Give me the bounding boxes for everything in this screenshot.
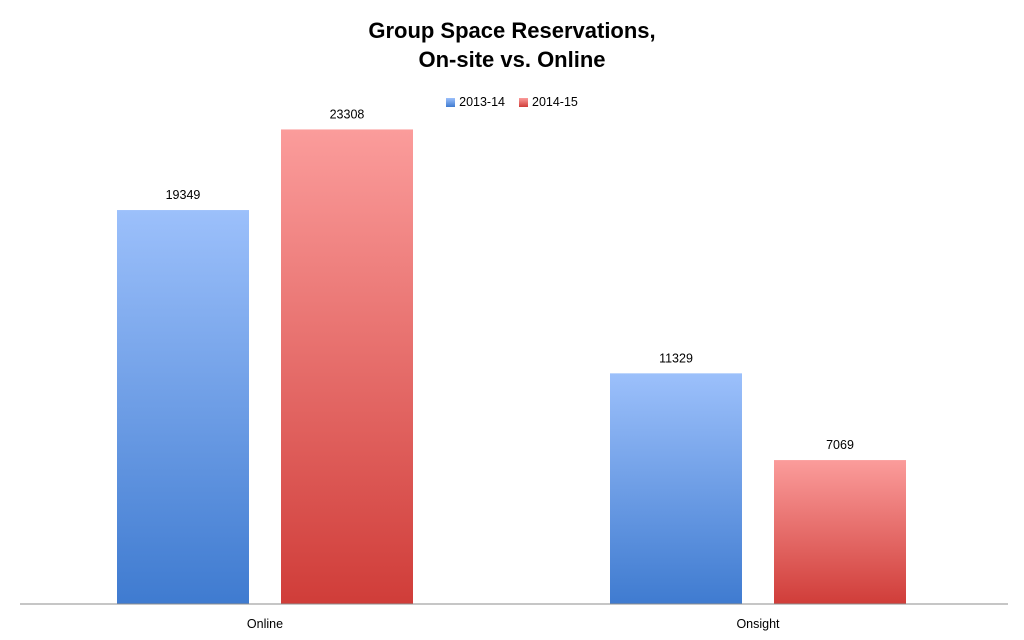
chart-title-line-2: On-site vs. Online xyxy=(418,47,606,72)
chart-title: Group Space Reservations, On-site vs. On… xyxy=(0,16,1024,74)
chart-title-line-1: Group Space Reservations, xyxy=(368,18,656,43)
data-label-onsight-2014-15: 7069 xyxy=(826,438,854,452)
legend: 2013-14 2014-15 xyxy=(0,95,1024,109)
labels-group: 19349 23308 Online 11329 7069 Onsight xyxy=(166,107,854,631)
legend-item-2014-15: 2014-15 xyxy=(519,95,578,109)
legend-swatch-2013-14 xyxy=(446,97,456,107)
legend-label-2013-14: 2013-14 xyxy=(459,95,505,109)
data-label-onsight-2013-14: 11329 xyxy=(659,351,693,365)
data-label-online-2013-14: 19349 xyxy=(166,188,201,202)
legend-item-2013-14: 2013-14 xyxy=(446,95,505,109)
data-label-online-2014-15: 23308 xyxy=(330,107,365,121)
bar-online-2013-14 xyxy=(117,210,249,604)
bar-onsight-2013-14 xyxy=(610,373,742,604)
x-tick-label-online: Online xyxy=(247,617,283,631)
x-tick-label-onsight: Onsight xyxy=(736,617,780,631)
legend-label-2014-15: 2014-15 xyxy=(532,95,578,109)
bars-group xyxy=(117,129,906,604)
bar-onsight-2014-15 xyxy=(774,460,906,604)
legend-swatch-2014-15 xyxy=(519,97,528,107)
bar-online-2014-15 xyxy=(281,129,413,604)
